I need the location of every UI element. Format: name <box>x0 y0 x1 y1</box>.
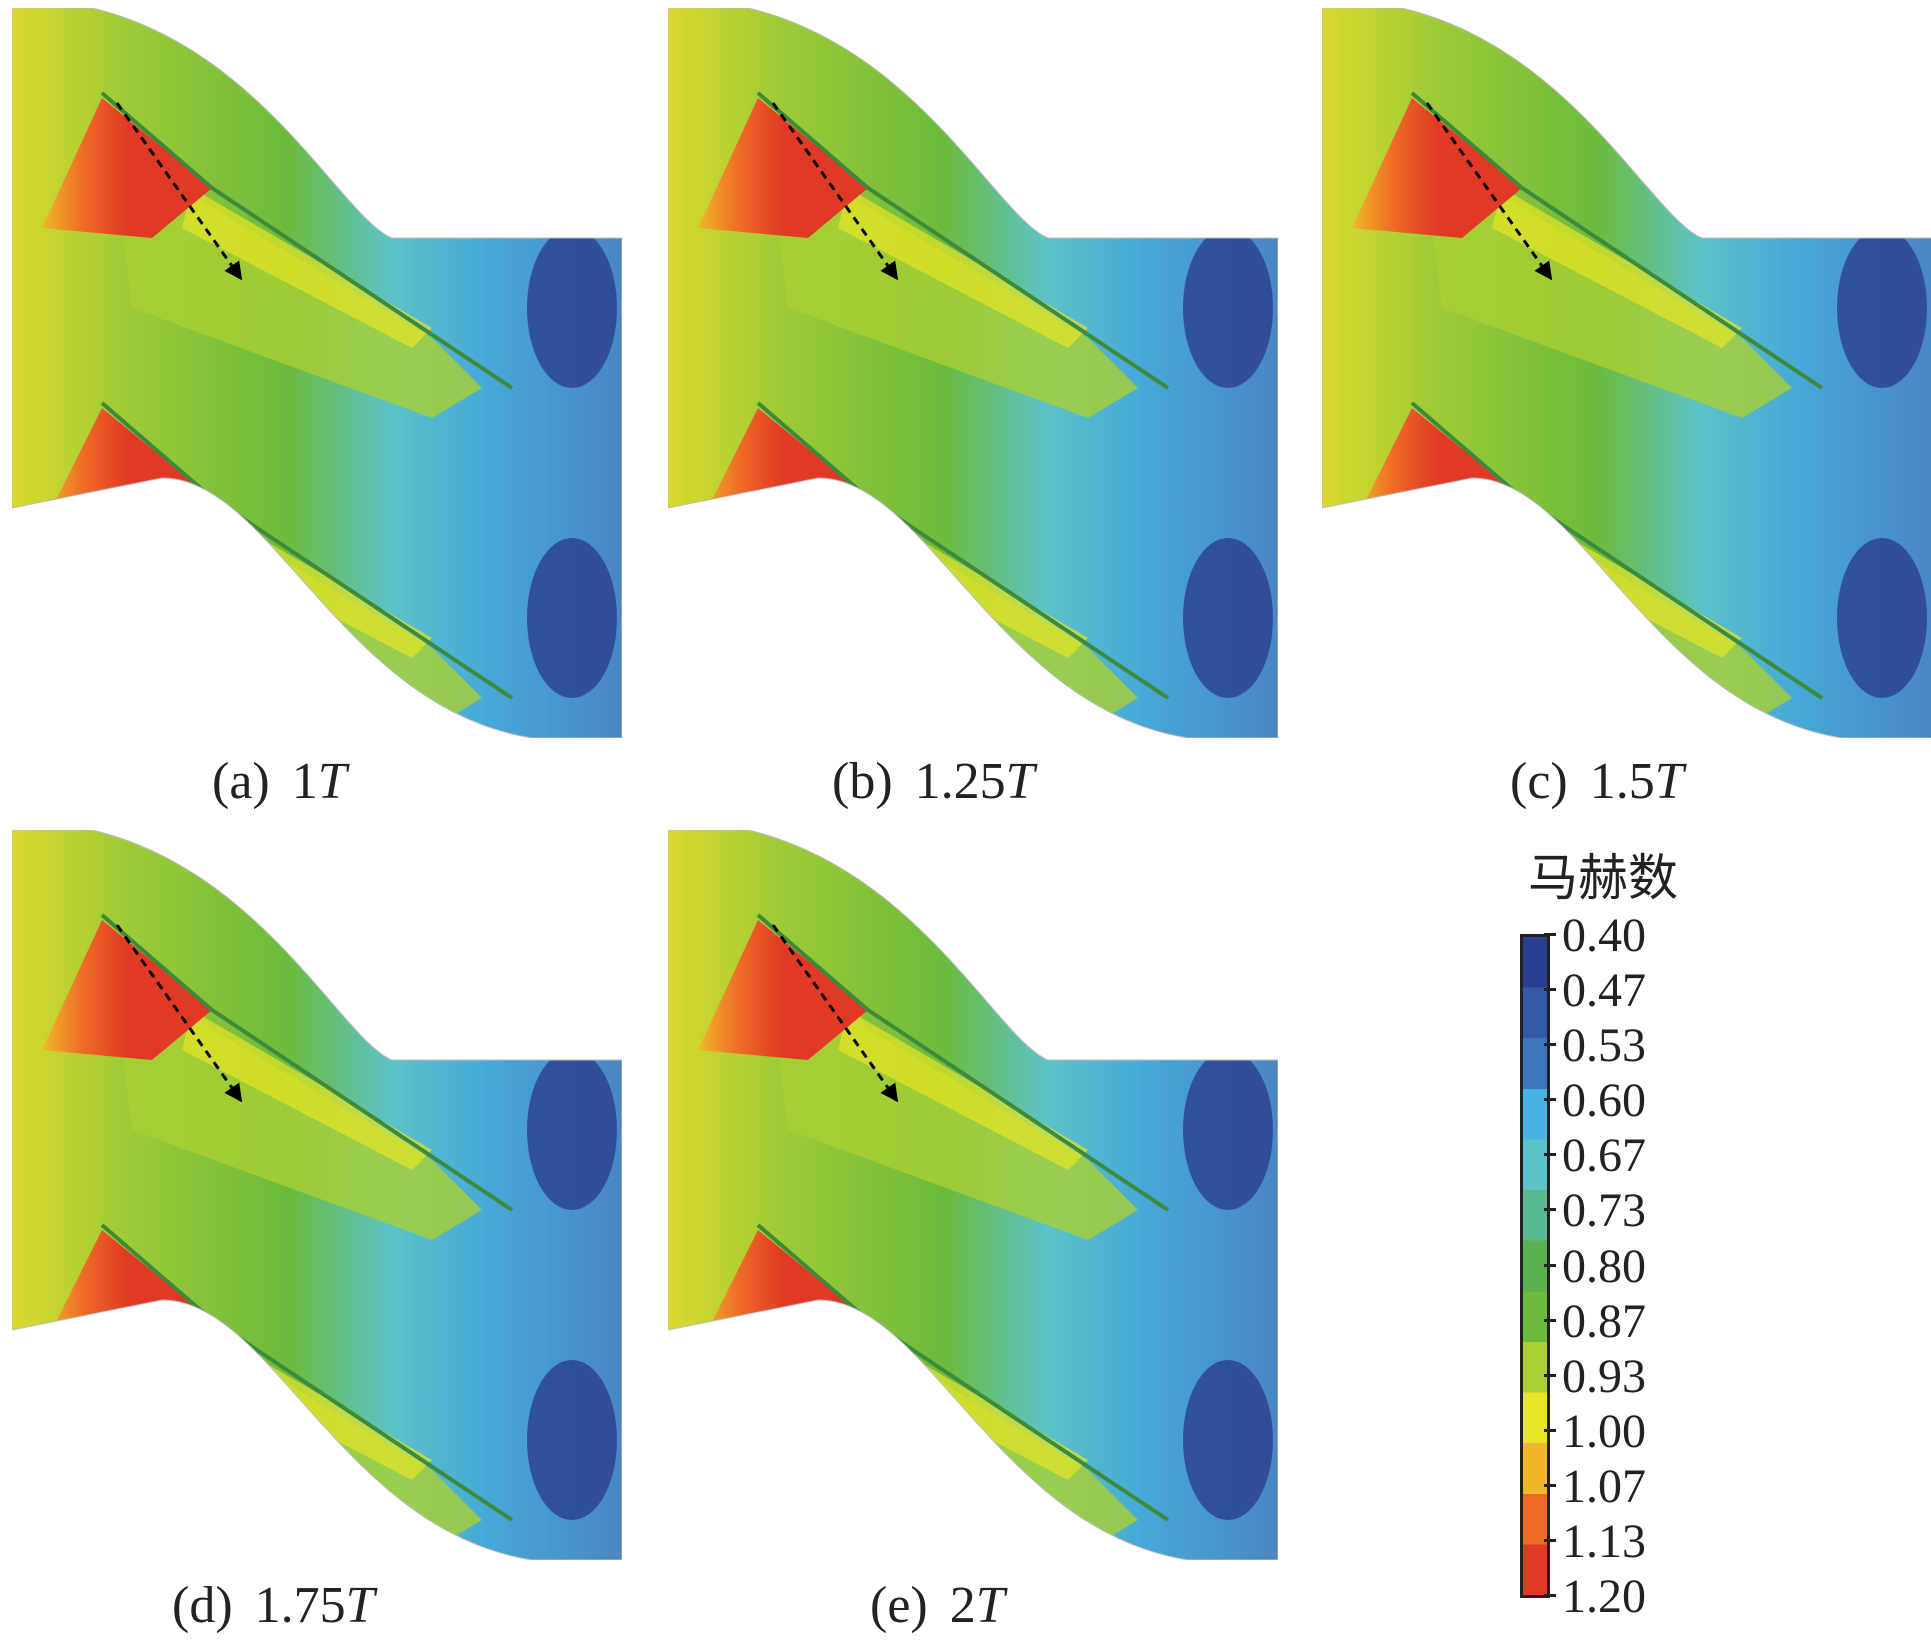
caption-d: (d) 1.75T <box>172 1576 375 1635</box>
colorbar-tick-mark <box>1544 1483 1556 1487</box>
caption-unit: T <box>975 1577 1005 1634</box>
colorbar-tick-label: 0.60 <box>1562 1074 1646 1128</box>
mach-contour-e <box>668 830 1278 1560</box>
colorbar-tick-label: 0.73 <box>1562 1184 1646 1238</box>
colorbar-tick-mark <box>1544 1043 1556 1047</box>
caption-c: (c) 1.5T <box>1510 752 1684 811</box>
colorbar-tick-mark <box>1544 1263 1556 1267</box>
colorbar-tick-label: 0.80 <box>1562 1239 1646 1293</box>
mach-contour-d <box>12 830 622 1560</box>
caption-value: 1.25 <box>914 753 1006 810</box>
caption-unit: T <box>317 753 347 810</box>
colorbar-tick-mark <box>1544 1594 1556 1597</box>
caption-tag: (a) <box>212 753 270 810</box>
colorbar-tick-label: 0.87 <box>1562 1294 1646 1348</box>
mach-contour-c <box>1322 8 1931 738</box>
caption-unit: T <box>1005 753 1035 810</box>
colorbar-tick-mark <box>1544 1373 1556 1377</box>
caption-value: 1.5 <box>1589 753 1655 810</box>
caption-tag: (d) <box>172 1577 233 1634</box>
colorbar-tick-label: 1.07 <box>1562 1459 1646 1513</box>
colorbar-tick-mark <box>1544 1318 1556 1322</box>
panel-d <box>12 830 622 1560</box>
colorbar-tick-mark <box>1544 1208 1556 1212</box>
panel-e <box>668 830 1278 1560</box>
caption-unit: T <box>1654 753 1684 810</box>
colorbar-tick-label: 0.47 <box>1562 964 1646 1018</box>
caption-value: 2 <box>949 1577 976 1634</box>
caption-value: 1.75 <box>254 1577 346 1634</box>
colorbar-tick-mark <box>1544 933 1556 936</box>
colorbar-tick-label: 0.40 <box>1562 909 1646 962</box>
colorbar-tick-label: 1.00 <box>1562 1404 1646 1458</box>
caption-tag: (e) <box>870 1577 928 1634</box>
colorbar-tick-mark <box>1544 988 1556 992</box>
caption-e: (e) 2T <box>870 1576 1005 1635</box>
caption-value: 1 <box>291 753 318 810</box>
colorbar-tick-mark <box>1544 1538 1556 1542</box>
caption-unit: T <box>345 1577 375 1634</box>
panel-b <box>668 8 1278 738</box>
colorbar-tick-label: 0.67 <box>1562 1129 1646 1183</box>
caption-a: (a) 1T <box>212 752 347 811</box>
mach-contour-b <box>668 8 1278 738</box>
colorbar-tick-label: 1.13 <box>1562 1514 1646 1568</box>
caption-tag: (b) <box>832 753 893 810</box>
colorbar-tick-mark <box>1544 1098 1556 1102</box>
colorbar-tick-label: 0.53 <box>1562 1019 1646 1073</box>
colorbar-tick-label: 1.20 <box>1562 1570 1646 1623</box>
panel-a <box>12 8 622 738</box>
colorbar-tick-mark <box>1544 1428 1556 1432</box>
panel-c <box>1322 8 1931 738</box>
caption-tag: (c) <box>1510 753 1568 810</box>
colorbar-tick-label: 0.93 <box>1562 1349 1646 1403</box>
legend-title: 马赫数 <box>1528 849 1678 907</box>
caption-b: (b) 1.25T <box>832 752 1035 811</box>
colorbar-tick-mark <box>1544 1153 1556 1157</box>
mach-contour-a <box>12 8 622 738</box>
